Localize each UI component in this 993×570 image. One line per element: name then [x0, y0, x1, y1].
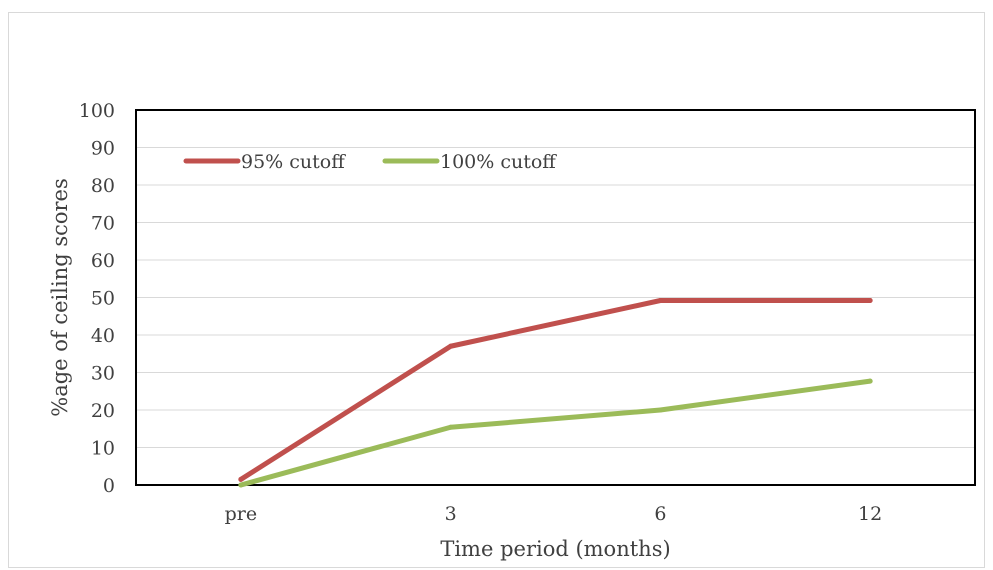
legend-label: 95% cutoff: [241, 151, 346, 173]
y-tick-label: 90: [91, 138, 115, 160]
series-lines: [238, 298, 873, 488]
series-line-0: [238, 298, 873, 482]
y-tick-label: 70: [91, 213, 115, 235]
x-axis-title: Time period (months): [440, 537, 670, 561]
x-tick-label: 12: [858, 503, 882, 525]
x-axis-ticks: pre 3 6 12: [225, 503, 883, 525]
y-tick-label: 80: [91, 175, 115, 197]
chart-frame: [8, 12, 985, 568]
data-point: [448, 343, 454, 349]
y-tick-label: 0: [103, 475, 115, 497]
y-tick-label: 100: [79, 100, 115, 122]
y-tick-label: 30: [91, 363, 115, 385]
y-axis-ticks: 0 10 20 30 40 50 60 70 80 90 100: [79, 100, 115, 497]
data-point: [657, 298, 663, 303]
data-point: [238, 482, 244, 488]
data-point: [238, 476, 244, 482]
legend: 95% cutoff 100% cutoff: [183, 151, 557, 173]
y-axis-title: %age of ceiling scores: [48, 178, 72, 417]
x-tick-label: 3: [445, 503, 457, 525]
x-tick-label: 6: [654, 503, 666, 525]
y-tick-label: 10: [91, 438, 115, 460]
x-tick-label: pre: [225, 503, 258, 525]
y-tick-label: 40: [91, 325, 115, 347]
y-tick-label: 60: [91, 250, 115, 272]
data-point: [867, 298, 873, 303]
y-tick-label: 50: [91, 288, 115, 310]
series-line-1: [238, 378, 873, 488]
legend-label: 100% cutoff: [440, 151, 557, 173]
plot-area: [135, 109, 976, 486]
data-point: [448, 424, 454, 430]
y-tick-label: 20: [91, 400, 115, 422]
data-point: [867, 378, 873, 384]
data-point: [657, 407, 663, 413]
